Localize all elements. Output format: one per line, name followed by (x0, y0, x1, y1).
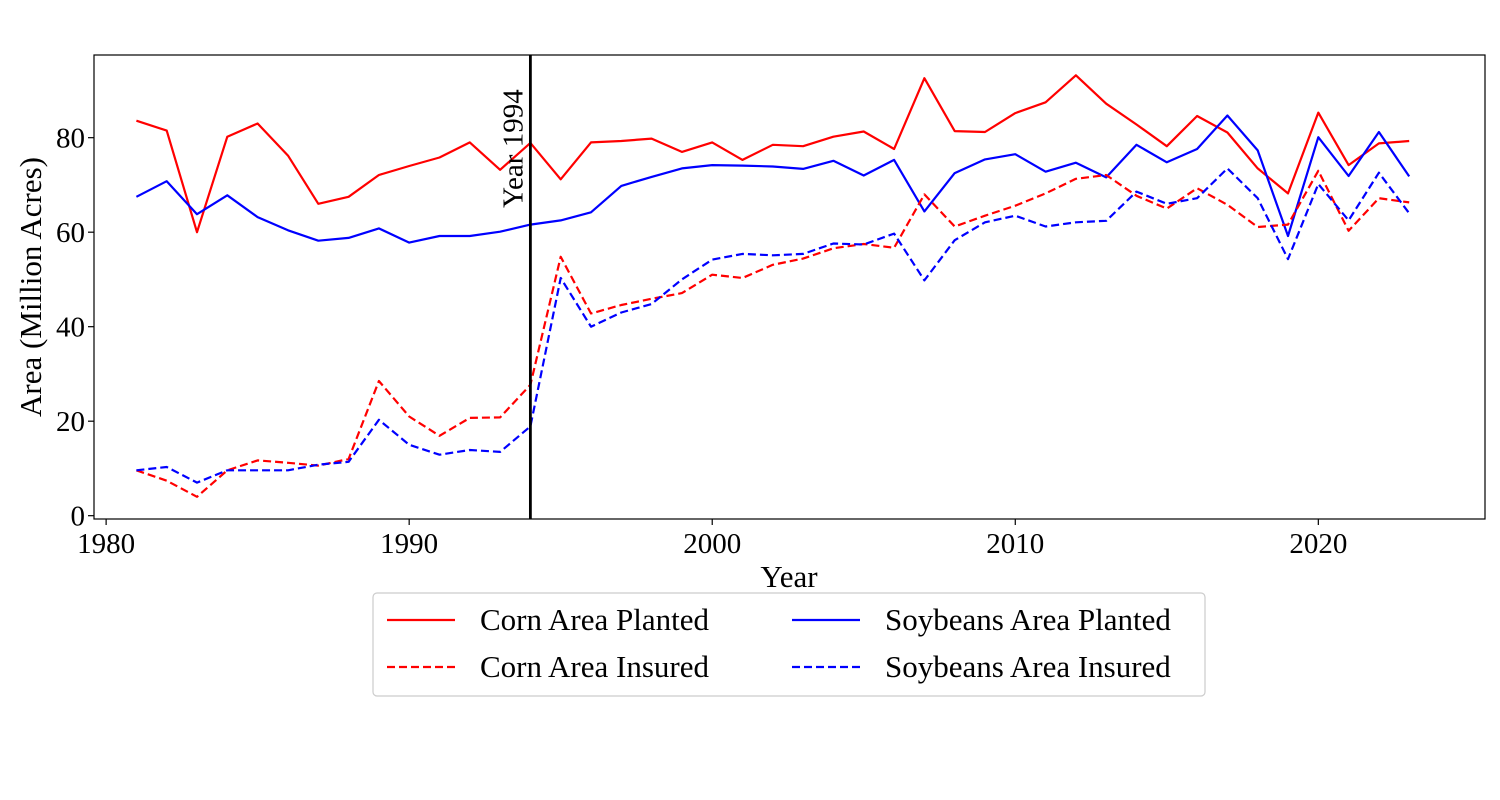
x-tick-label: 2000 (683, 528, 741, 560)
legend-frame (372, 592, 1206, 697)
x-tick-label: 1980 (77, 528, 135, 560)
plot-area-frame (93, 54, 1486, 520)
annotation-label: Year 1994 (497, 89, 529, 208)
legend: Corn Area Planted Corn Area Insured Soybea… (372, 592, 1206, 697)
series-line-soybeans-area-planted (135, 114, 1411, 244)
y-tick-label: 40 (56, 312, 85, 344)
legend-label: Soybeans Area Planted (885, 602, 1171, 637)
axis-ticks: 1980 1990 2000 2010 2020 0 20 40 60 80 (56, 123, 1347, 560)
y-tick-label: 80 (56, 123, 85, 155)
y-tick-label: 20 (56, 406, 85, 438)
y-axis-label: Area (Million Acres) (13, 157, 48, 417)
x-tick-label: 2020 (1289, 528, 1347, 560)
y-tick-label: 60 (56, 217, 85, 249)
legend-label: Corn Area Insured (480, 649, 709, 684)
legend-label: Soybeans Area Insured (885, 649, 1171, 684)
series-line-corn-area-planted (136, 74, 1410, 234)
series-line-corn-area-insured (136, 169, 1410, 498)
legend-label: Corn Area Planted (480, 602, 710, 637)
y-tick-label: 0 (71, 501, 86, 533)
x-tick-label: 2010 (986, 528, 1044, 560)
x-tick-label: 1990 (380, 528, 438, 560)
series-line-soybeans-area-insured (136, 167, 1411, 484)
x-axis-label: Year (760, 559, 818, 594)
